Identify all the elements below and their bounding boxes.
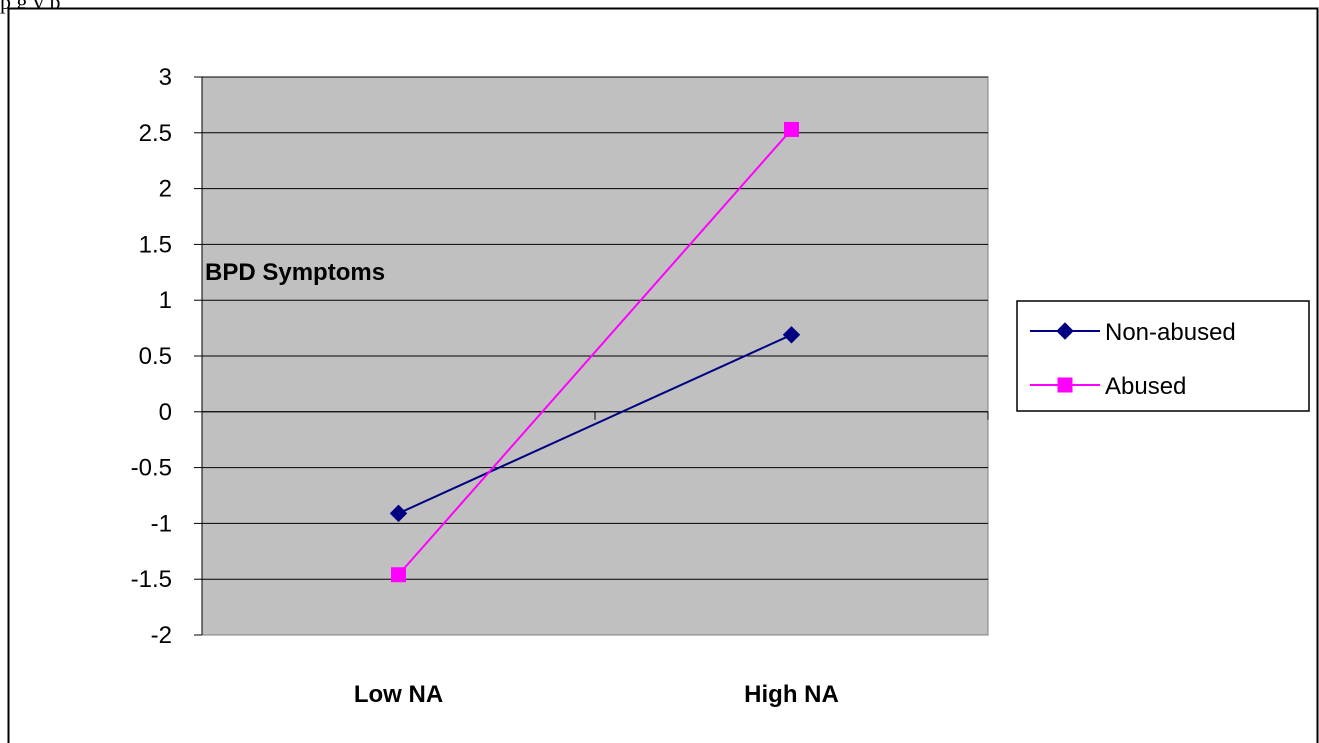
y-tick-label: 1.5	[139, 231, 172, 258]
y-axis-label: BPD Symptoms	[205, 259, 385, 286]
legend: Non-abused Abused	[1016, 300, 1310, 412]
data-point	[389, 504, 408, 523]
data-point	[784, 121, 799, 137]
y-tick-label: 3	[159, 64, 172, 91]
y-tick-label: 0.5	[139, 343, 172, 370]
y-tick-label: 1	[159, 287, 172, 314]
y-axis: 3 2.5 2 1.5 1 0.5 0 -0.5 -1 -1.5 -2	[131, 64, 203, 649]
y-tick-label: -1	[151, 510, 172, 537]
data-point	[782, 326, 801, 344]
series-layer	[389, 121, 801, 583]
y-tick-label: -2	[151, 622, 172, 649]
legend-label: Non-abused	[1105, 319, 1236, 346]
y-tick-label: 2	[159, 176, 172, 203]
y-tick-label: -0.5	[131, 455, 172, 482]
x-axis: Low NA High NA	[201, 411, 989, 708]
y-tick-label: 0	[159, 399, 172, 426]
legend-marker	[1056, 322, 1074, 340]
legend-marker	[1057, 377, 1073, 393]
legend-label: Abused	[1105, 373, 1186, 400]
y-tick-label: 2.5	[139, 120, 172, 147]
x-category-label: Low NA	[354, 681, 443, 708]
y-tick-label: -1.5	[131, 566, 172, 593]
legend-box	[1016, 300, 1310, 412]
series-line-1	[398, 333, 792, 515]
series-line-2	[397, 128, 793, 576]
x-category-label: High NA	[744, 681, 839, 708]
data-point	[391, 567, 406, 583]
